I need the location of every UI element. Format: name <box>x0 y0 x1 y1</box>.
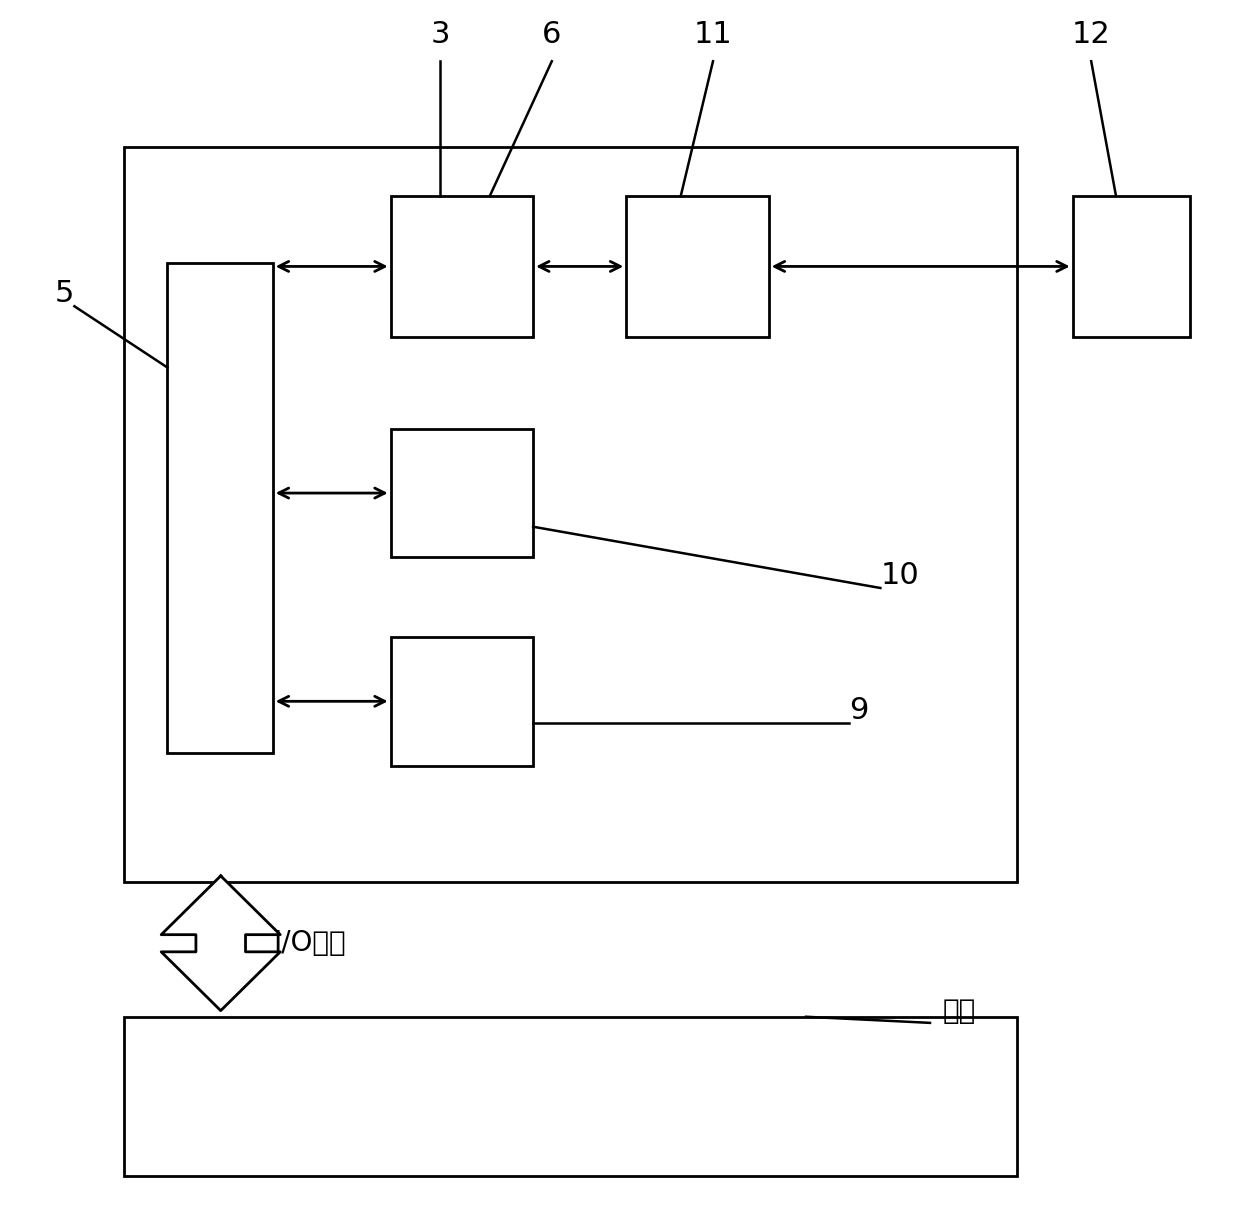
Bar <box>1073 196 1190 337</box>
Polygon shape <box>161 876 280 1011</box>
Text: 子板: 子板 <box>942 997 976 1024</box>
Bar <box>391 196 533 337</box>
Text: 6: 6 <box>542 20 562 49</box>
Bar <box>626 196 769 337</box>
Bar <box>391 429 533 557</box>
Text: 10: 10 <box>880 561 919 590</box>
Bar <box>391 637 533 766</box>
Bar <box>124 147 1017 882</box>
Text: 5: 5 <box>55 279 74 309</box>
Text: 11: 11 <box>693 20 733 49</box>
Text: 3: 3 <box>430 20 450 49</box>
Text: 9: 9 <box>849 696 869 725</box>
Text: I/O接口: I/O接口 <box>273 930 346 957</box>
Text: 12: 12 <box>1071 20 1111 49</box>
Bar <box>124 1017 1017 1176</box>
Bar <box>167 263 273 753</box>
